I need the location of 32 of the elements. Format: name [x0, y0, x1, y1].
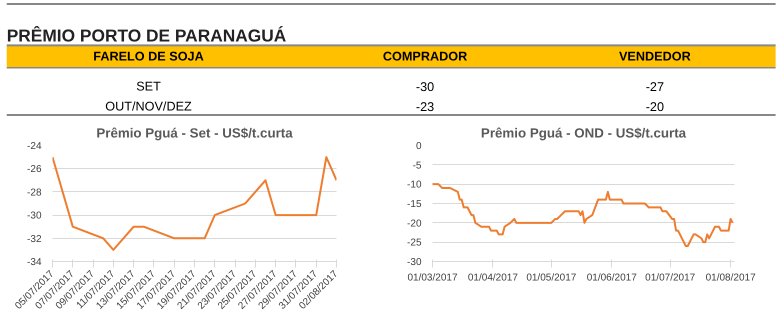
y-tick-label: -32 — [27, 234, 42, 245]
text: PRÊMIO PORTO DE PARANAGUÁ — [6, 25, 287, 46]
category-label: SET — [136, 80, 161, 94]
y-tick-label: -10 — [407, 180, 422, 191]
chart-title: Prêmio Pguá - OND - US$/t.curta — [480, 126, 687, 140]
y-tick-label: -34 — [27, 257, 42, 268]
chart-title: Prêmio Pguá - Set - US$/t.curta — [96, 126, 294, 140]
y-tick-label: -25 — [407, 238, 422, 249]
x-tick-label: 01/06/2017 — [586, 272, 638, 284]
y-tick-label: -30 — [407, 257, 422, 268]
y-tick-label: -20 — [407, 218, 422, 230]
y-tick-label: -30 — [27, 210, 42, 222]
category-label: COMPRADOR — [382, 50, 468, 64]
y-tick-label: -15 — [407, 199, 422, 210]
y-tick-label: 0 — [416, 141, 422, 152]
text: -20 — [646, 100, 664, 114]
y-tick-label: -24 — [27, 141, 42, 152]
x-tick-label: 01/03/2017 — [407, 272, 458, 284]
y-tick-label: -26 — [27, 164, 42, 176]
y-tick-label: -5 — [412, 160, 422, 172]
category-label: VENDEDOR — [618, 50, 691, 64]
line-series — [432, 183, 734, 248]
text: -23 — [416, 100, 434, 114]
x-tick-label: 01/04/2017 — [468, 272, 518, 284]
text: FARELO DE SOJA — [93, 50, 204, 64]
x-tick-label: 01/08/2017 — [706, 272, 756, 284]
category-label: OUT/NOV/DEZ — [105, 100, 192, 114]
x-tick-label: 01/07/2017 — [645, 272, 696, 284]
y-tick-label: -28 — [27, 187, 42, 198]
x-tick-label: 01/05/2017 — [526, 272, 577, 284]
line-series — [52, 156, 336, 251]
text: -27 — [646, 80, 664, 94]
